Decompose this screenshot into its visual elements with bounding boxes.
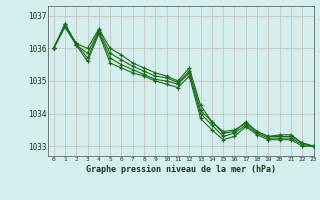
X-axis label: Graphe pression niveau de la mer (hPa): Graphe pression niveau de la mer (hPa)	[86, 165, 276, 174]
